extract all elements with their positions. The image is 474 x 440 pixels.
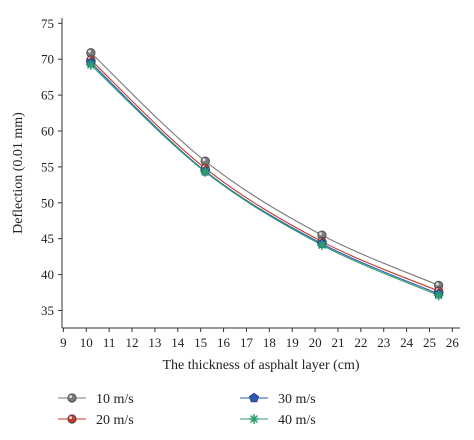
data-point (316, 240, 327, 251)
y-tick-label: 45 (41, 231, 54, 246)
x-tick-label: 21 (331, 335, 344, 350)
legend-label: 20 m/s (96, 413, 134, 428)
legend-label: 30 m/s (278, 392, 316, 407)
data-point (86, 48, 96, 58)
y-tick-label: 75 (41, 16, 54, 31)
x-tick-label: 12 (126, 335, 139, 350)
series-line (90, 59, 439, 292)
legend-label: 40 m/s (278, 413, 316, 428)
y-axis-title: Deflection (0.01 mm) (11, 112, 26, 234)
y-tick-label: 50 (41, 195, 54, 210)
legend-marker (67, 414, 77, 424)
x-tick-label: 22 (354, 335, 367, 350)
x-tick-label: 25 (423, 335, 436, 350)
x-tick-label: 14 (171, 335, 185, 350)
x-tick-label: 20 (309, 335, 322, 350)
legend-marker (248, 392, 260, 403)
x-tick-label: 19 (286, 335, 299, 350)
y-tick-label: 60 (41, 124, 54, 139)
series-markers (85, 48, 444, 301)
x-tick-label: 16 (217, 335, 231, 350)
series-line (90, 64, 439, 296)
x-tick-label: 11 (103, 335, 116, 350)
data-point (85, 59, 96, 70)
x-tick-label: 18 (263, 335, 276, 350)
marker-body (67, 393, 77, 403)
y-tick-label: 70 (41, 52, 54, 67)
legend-item: 40 m/s (240, 413, 316, 428)
data-point (200, 166, 211, 177)
series-line (90, 62, 439, 295)
series-lines (90, 52, 439, 296)
x-tick-label: 23 (377, 335, 390, 350)
y-tick-label: 40 (41, 267, 54, 282)
x-axis-title: The thickness of asphalt layer (cm) (162, 358, 359, 373)
marker-body (67, 414, 77, 424)
marker-highlight (435, 282, 439, 286)
legend-marker (249, 413, 260, 425)
legend: 10 m/s 20 m/s 30 m/s 40 m/s (58, 392, 316, 428)
legend-item: 20 m/s (58, 413, 134, 428)
marker-highlight (319, 232, 323, 236)
x-ticks: 9 10 11 12 13 14 15 16 17 18 19 20 21 22 23 24 25 26 (60, 328, 459, 350)
legend-marker (67, 393, 77, 403)
y-tick-label: 65 (41, 88, 54, 103)
marker-highlight (88, 49, 92, 53)
plot-area: 35 40 45 50 55 60 65 70 75 9 10 11 12 13 14 15 16 17 18 19… (41, 16, 460, 350)
x-tick-label: 13 (148, 335, 161, 350)
legend-item: 10 m/s (58, 392, 134, 407)
legend-item: 30 m/s (240, 392, 316, 407)
marker-highlight (69, 416, 73, 420)
x-tick-label: 24 (400, 335, 414, 350)
data-point (433, 290, 444, 301)
series-line (90, 52, 439, 286)
marker-highlight (69, 395, 73, 399)
legend-label: 10 m/s (96, 392, 134, 407)
x-tick-label: 15 (194, 335, 207, 350)
marker-highlight (202, 158, 206, 162)
y-tick-label: 35 (41, 303, 54, 318)
y-tick-label: 55 (41, 159, 54, 174)
x-tick-label: 26 (446, 335, 460, 350)
x-tick-label: 17 (240, 335, 254, 350)
y-ticks: 35 40 45 50 55 60 65 70 75 (41, 16, 62, 318)
x-tick-label: 10 (80, 335, 93, 350)
x-tick-label: 9 (60, 335, 67, 350)
